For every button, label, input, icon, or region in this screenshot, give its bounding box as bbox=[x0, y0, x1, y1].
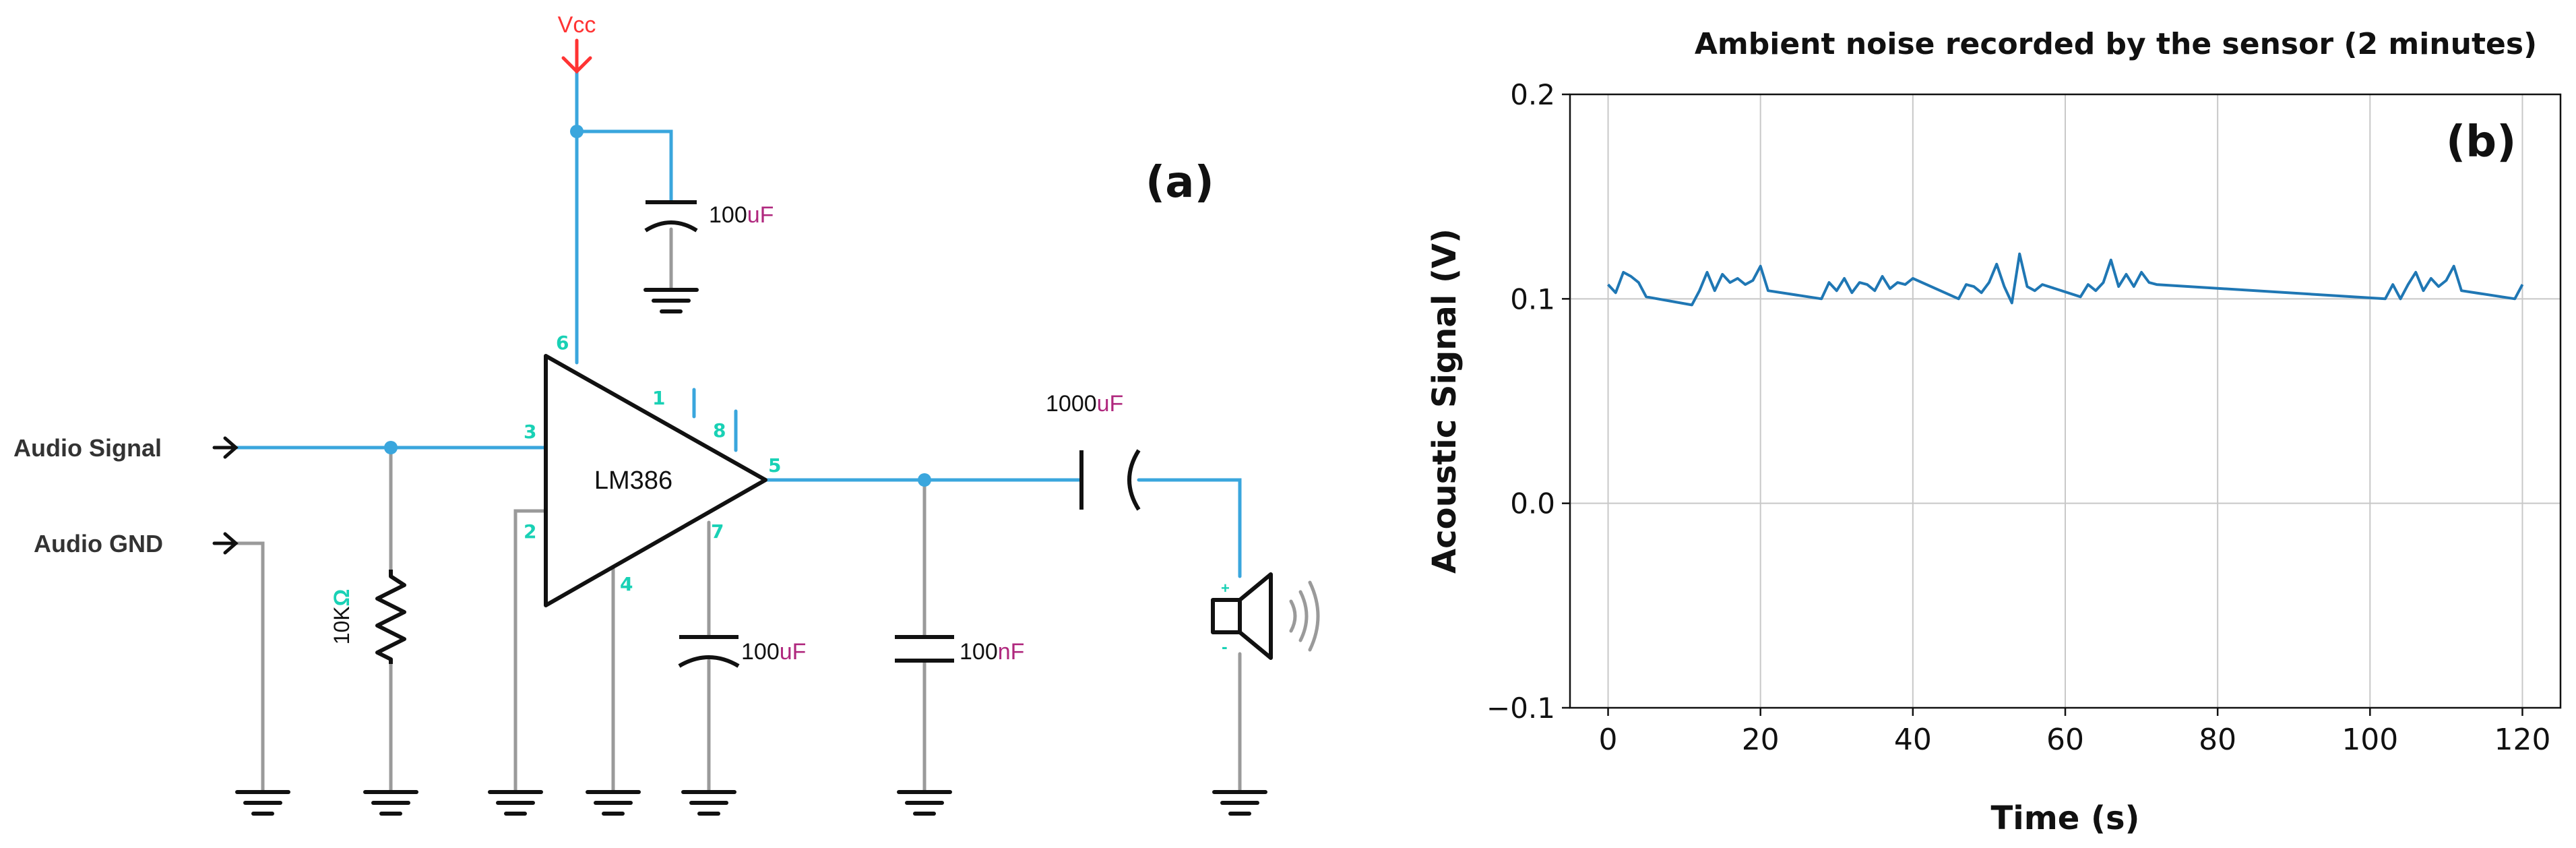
panel-a-label: (a) bbox=[1145, 158, 1214, 208]
audio-gnd-arrow bbox=[212, 532, 239, 555]
audio-signal-label: Audio Signal bbox=[13, 434, 162, 462]
ground-icon bbox=[897, 790, 952, 816]
pin-5-label: 5 bbox=[768, 454, 781, 477]
capacitor-supply bbox=[644, 200, 698, 233]
ground-icon bbox=[586, 790, 641, 816]
noise-chart: Ambient noise recorded by the sensor (2 … bbox=[1426, 27, 2562, 837]
x-tick-label: 20 bbox=[1742, 723, 1780, 757]
cap-pin7-unit: uF bbox=[780, 639, 807, 665]
resistor-value: 10K bbox=[329, 606, 354, 644]
capacitor-filter bbox=[895, 635, 954, 663]
capacitor-output bbox=[1079, 449, 1141, 511]
ground-icon bbox=[1212, 790, 1267, 816]
ground-symbols bbox=[235, 288, 1267, 816]
audio-signal-arrow bbox=[212, 436, 239, 459]
capacitor-pin7 bbox=[678, 635, 740, 668]
chart-title: Ambient noise recorded by the sensor (2 … bbox=[1695, 27, 2537, 61]
circuit-diagram: Vcc 100uF LM386 6 1 3 8 5 2 7 4 Audio Si… bbox=[13, 12, 1320, 816]
speaker-minus: - bbox=[1222, 636, 1228, 657]
resistor-unit: Ω bbox=[329, 589, 354, 607]
plot-frame bbox=[1569, 93, 2562, 709]
cap-supply-value: 100 bbox=[709, 202, 747, 228]
ground-icon bbox=[235, 790, 290, 816]
x-tick-label: 40 bbox=[1894, 723, 1932, 757]
pin-7-label: 7 bbox=[711, 520, 724, 543]
series-layer bbox=[1607, 252, 2524, 307]
panel-b-label: (b) bbox=[2446, 117, 2516, 167]
ground-icon bbox=[488, 790, 543, 816]
vcc-arrow bbox=[561, 38, 592, 74]
cap-filter-label: 100nF bbox=[960, 639, 1024, 665]
cap-output-value: 1000 bbox=[1046, 391, 1097, 417]
pin-2-label: 2 bbox=[524, 520, 536, 543]
x-tick-label: 120 bbox=[2494, 723, 2550, 757]
audio-gnd-label: Audio GND bbox=[34, 530, 163, 557]
cap-output-label: 1000uF bbox=[1046, 391, 1123, 417]
cap-output-unit: uF bbox=[1097, 391, 1124, 417]
ground-icon bbox=[363, 790, 418, 816]
cap-pin7-label: 100uF bbox=[741, 639, 806, 665]
y-tick-label: 0.2 bbox=[1510, 78, 1555, 111]
cap-supply-unit: uF bbox=[747, 202, 774, 228]
y-tick-label: 0.1 bbox=[1510, 282, 1555, 315]
pin-3-label: 3 bbox=[524, 421, 536, 443]
resistor-label: 10KΩ bbox=[329, 589, 354, 645]
speaker-icon bbox=[1211, 572, 1273, 660]
ground-wires bbox=[234, 227, 1242, 794]
series-line bbox=[1607, 252, 2524, 307]
x-tick-label: 100 bbox=[2342, 723, 2398, 757]
pin-4-label: 4 bbox=[620, 573, 633, 595]
pin-1-label: 1 bbox=[652, 387, 665, 409]
chip-label: LM386 bbox=[594, 466, 672, 495]
x-tick-label: 0 bbox=[1599, 723, 1618, 757]
x-tick-label: 60 bbox=[2046, 723, 2084, 757]
lm386-amplifier bbox=[544, 354, 767, 607]
cap-filter-unit: nF bbox=[998, 639, 1025, 665]
vcc-label: Vcc bbox=[558, 12, 596, 38]
cap-filter-value: 100 bbox=[960, 639, 998, 665]
x-tick-label: 80 bbox=[2199, 723, 2236, 757]
y-tick-label: 0.0 bbox=[1510, 487, 1555, 520]
pin-6-label: 6 bbox=[556, 332, 569, 354]
sound-waves-icon bbox=[1289, 580, 1320, 652]
speaker-plus: + bbox=[1221, 580, 1230, 597]
cap-supply-label: 100uF bbox=[709, 202, 774, 228]
y-axis-label: Acoustic Signal (V) bbox=[1426, 229, 1464, 574]
y-tick-label: −0.1 bbox=[1486, 692, 1555, 725]
ground-icon bbox=[681, 790, 736, 816]
x-axis-label: Time (s) bbox=[1991, 799, 2140, 837]
axis-ticks: 0 20 40 60 80 100 120 −0.1 0.0 0.1 0.2 bbox=[1486, 78, 2550, 757]
pin-8-label: 8 bbox=[713, 419, 726, 442]
ground-icon bbox=[643, 288, 699, 313]
resistor-10k bbox=[375, 570, 406, 664]
junction-dots bbox=[384, 125, 931, 487]
cap-pin7-value: 100 bbox=[741, 639, 780, 665]
